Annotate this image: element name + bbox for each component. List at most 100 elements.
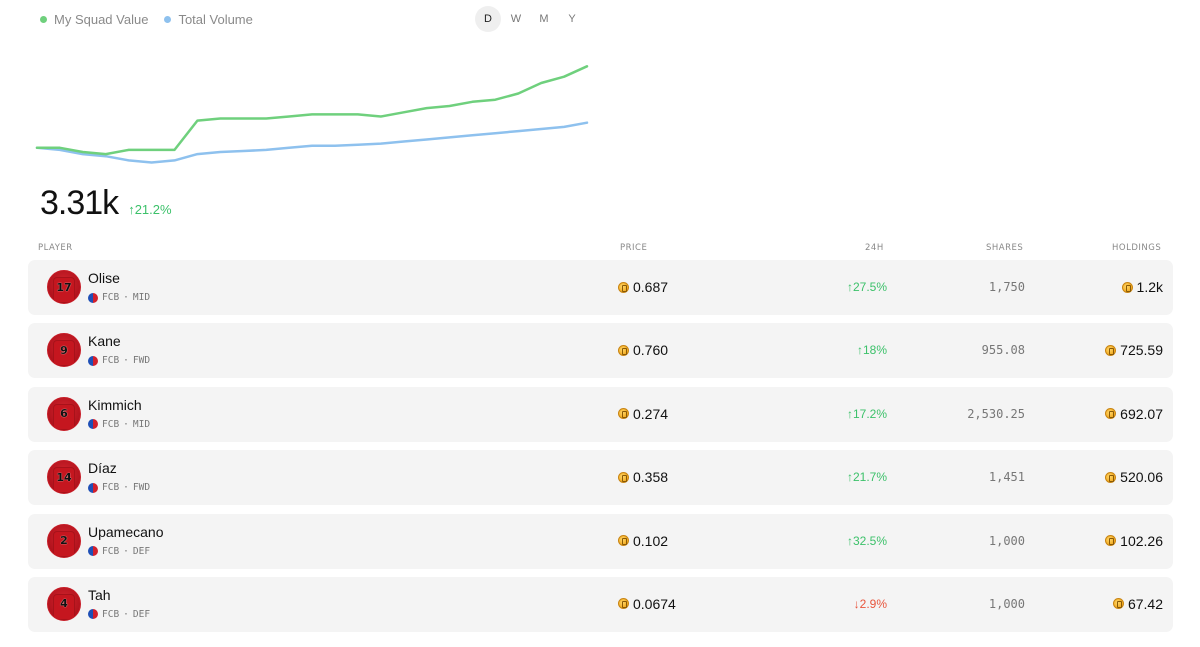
series-line-total-volume (35, 121, 589, 164)
club-badge-icon (88, 419, 98, 430)
change-24h: ↓2.9% (853, 596, 887, 611)
coin-icon (1105, 344, 1117, 356)
holdings-value: 692.07 (1120, 405, 1163, 422)
player-club: FCB (102, 418, 120, 430)
meta-separator: · (123, 418, 129, 430)
jersey-number: 17 (56, 280, 72, 294)
coin-icon (1121, 281, 1133, 293)
player-table: 17 Olise FCB · MID 0.687 ↑27.5% 1,750 1.2k… (28, 260, 1173, 640)
legend-item-squad-value[interactable]: My Squad Value (40, 12, 148, 27)
coin-icon (618, 344, 629, 356)
table-row[interactable]: 17 Olise FCB · MID 0.687 ↑27.5% 1,750 1.2k (28, 260, 1173, 315)
player-position: FWD (132, 482, 151, 494)
shares-value: 955.08 (981, 343, 1025, 358)
header-price: PRICE (620, 243, 648, 253)
player-club: FCB (102, 608, 120, 620)
holdings-value: 520.06 (1120, 469, 1163, 486)
club-badge-icon (88, 355, 98, 366)
range-button-day[interactable]: D (475, 6, 501, 32)
price-value: 0.274 (633, 405, 669, 422)
coin-icon (618, 281, 629, 293)
shares-value: 1,750 (988, 280, 1025, 294)
player-holdings: 67.42 (1112, 596, 1163, 612)
player-price: 0.102 (618, 533, 668, 549)
coin-icon (618, 471, 629, 483)
player-meta: FCB · FWD (88, 355, 150, 366)
table-row[interactable]: 14 Díaz FCB · FWD 0.358 ↑21.7% 1,451 520.0… (28, 450, 1173, 506)
price-value: 0.760 (633, 342, 669, 359)
player-club: FCB (102, 482, 120, 494)
squad-summary: 3.31k ↑21.2% (40, 184, 172, 223)
legend-item-total-volume[interactable]: Total Volume (164, 12, 253, 27)
jersey-number: 6 (60, 407, 68, 421)
legend-label-squad-value: My Squad Value (54, 12, 149, 27)
holdings-value: 725.59 (1120, 342, 1163, 359)
coin-icon (1112, 598, 1124, 610)
range-button-year[interactable]: Y (568, 13, 576, 25)
price-value: 0.102 (633, 532, 669, 549)
coin-icon (618, 535, 629, 547)
player-avatar: 2 (47, 523, 81, 558)
range-button-month[interactable]: M (539, 13, 549, 25)
player-price: 0.760 (618, 342, 668, 358)
club-badge-icon (88, 609, 98, 620)
change-24h: ↑32.5% (846, 533, 887, 548)
change-24h: ↑17.2% (846, 406, 887, 421)
player-price: 0.0674 (618, 596, 676, 612)
price-value: 0.687 (633, 279, 669, 295)
change-24h: ↑18% (856, 343, 887, 358)
player-position: MID (132, 292, 151, 303)
change-24h: ↑27.5% (846, 280, 887, 294)
shares-value: 1,451 (988, 470, 1025, 485)
club-badge-icon (88, 292, 98, 303)
change-24h: ↑21.7% (846, 470, 887, 485)
coin-icon (1105, 408, 1117, 420)
coin-icon (618, 598, 629, 610)
player-holdings: 725.59 (1105, 342, 1163, 358)
holdings-value: 1.2k (1136, 279, 1163, 295)
player-avatar: 4 (47, 586, 81, 621)
player-holdings: 520.06 (1105, 469, 1163, 485)
table-row[interactable]: 2 Upamecano FCB · DEF 0.102 ↑32.5% 1,000 1… (28, 513, 1173, 569)
range-button-week[interactable]: W (510, 13, 522, 25)
table-row[interactable]: 4 Tah FCB · DEF 0.0674 ↓2.9% 1,000 67.42 (28, 576, 1173, 632)
price-value: 0.358 (633, 469, 669, 486)
meta-separator: · (123, 482, 129, 494)
jersey-number: 14 (56, 470, 72, 484)
header-player: PLAYER (38, 243, 73, 253)
player-position: MID (132, 418, 151, 430)
table-row[interactable]: 6 Kimmich FCB · MID 0.274 ↑17.2% 2,530.25 … (28, 386, 1173, 442)
table-row[interactable]: 9 Kane FCB · FWD 0.760 ↑18% 955.08 725.59 (28, 323, 1173, 379)
jersey-number: 9 (60, 343, 68, 357)
player-price: 0.274 (618, 406, 668, 422)
player-meta: FCB · FWD (88, 482, 150, 493)
legend-dot-total-volume (164, 16, 172, 23)
header-24h: 24H (865, 243, 884, 253)
player-name: Tah (88, 586, 111, 603)
player-avatar: 17 (47, 270, 81, 304)
shares-value: 1,000 (988, 596, 1025, 611)
squad-value-chart[interactable] (0, 40, 600, 190)
club-badge-icon (88, 482, 98, 493)
header-holdings: HOLDINGS (1112, 243, 1162, 253)
player-avatar: 14 (47, 460, 81, 495)
shares-value: 2,530.25 (967, 406, 1025, 421)
player-holdings: 102.26 (1105, 533, 1163, 549)
player-price: 0.358 (618, 469, 668, 485)
player-meta: FCB · MID (88, 419, 150, 430)
player-avatar: 6 (47, 396, 81, 431)
player-name: Upamecano (88, 523, 164, 540)
squad-change: ↑21.2% (128, 202, 172, 217)
player-position: FWD (132, 355, 151, 367)
player-club: FCB (102, 292, 120, 303)
player-meta: FCB · DEF (88, 546, 150, 557)
table-header: PLAYER PRICE 24H SHARES HOLDINGS (28, 243, 1173, 255)
meta-separator: · (123, 355, 129, 367)
player-club: FCB (102, 545, 120, 557)
player-holdings: 692.07 (1105, 406, 1163, 422)
player-club: FCB (102, 355, 120, 367)
player-name: Kimmich (88, 396, 142, 413)
player-meta: FCB · MID (88, 292, 150, 303)
jersey-number: 2 (60, 534, 68, 548)
legend-dot-squad-value (40, 16, 47, 23)
